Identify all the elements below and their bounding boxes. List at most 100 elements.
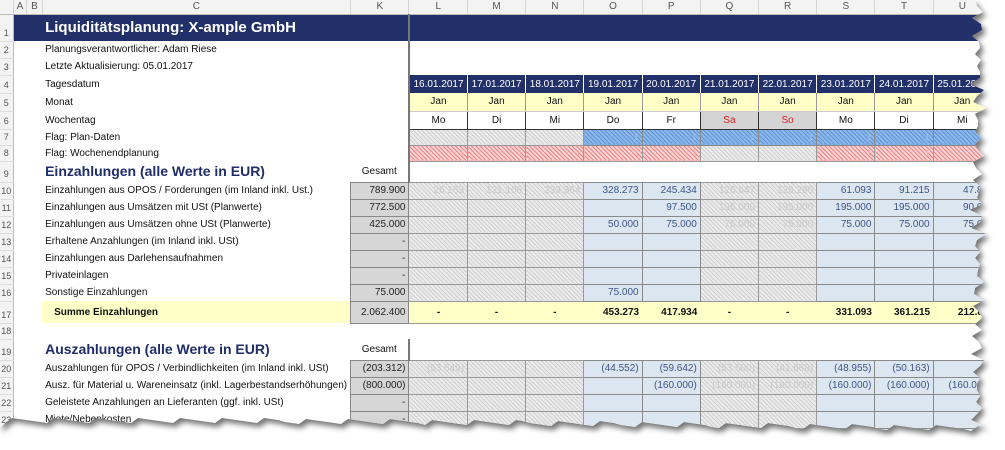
column-header-O[interactable]: O bbox=[583, 0, 643, 15]
auszahlungen-value-cell[interactable]: (53.600) bbox=[699, 359, 760, 378]
einzahlungen-value-cell[interactable] bbox=[699, 266, 760, 285]
cell[interactable] bbox=[13, 93, 42, 111]
auszahlungen-value-cell[interactable] bbox=[816, 393, 876, 412]
einzahlungen-value-cell[interactable] bbox=[408, 249, 468, 268]
auszahlungen-value-cell[interactable] bbox=[583, 427, 643, 431]
row-header[interactable]: 21 bbox=[0, 377, 14, 395]
date-cell[interactable]: 19.01.2017 bbox=[583, 75, 643, 93]
row-header[interactable]: 3 bbox=[0, 58, 14, 76]
date-cell[interactable]: 22.01.2017 bbox=[758, 75, 818, 93]
auszahlungen-value-cell[interactable] bbox=[932, 393, 986, 412]
month-cell[interactable]: Jan bbox=[467, 93, 527, 112]
column-header-P[interactable]: P bbox=[642, 0, 701, 15]
date-cell[interactable]: 20.01.2017 bbox=[642, 75, 701, 93]
einzahlungen-value-cell[interactable]: 75.000 bbox=[583, 283, 643, 302]
einzahlungen-value-cell[interactable]: 328.273 bbox=[583, 181, 643, 200]
cell[interactable] bbox=[13, 339, 42, 360]
einzahlungen-value-cell[interactable]: 195.000 bbox=[699, 198, 760, 217]
einzahlungen-value-cell[interactable] bbox=[525, 266, 585, 285]
einzahlungen-row-total[interactable]: 75.000 bbox=[350, 283, 410, 302]
cell[interactable] bbox=[13, 267, 42, 284]
month-cell[interactable]: Jan bbox=[642, 93, 701, 112]
einzahlungen-value-cell[interactable] bbox=[583, 249, 643, 268]
einzahlungen-value-cell[interactable] bbox=[699, 249, 760, 268]
einzahlungen-value-cell[interactable]: 26.163 bbox=[408, 181, 468, 200]
sum-value-cell[interactable]: - bbox=[700, 301, 759, 324]
einzahlungen-value-cell[interactable] bbox=[699, 283, 760, 302]
column-header-R[interactable]: R bbox=[758, 0, 818, 15]
auszahlungen-value-cell[interactable]: (160.000 bbox=[932, 376, 986, 395]
einzahlungen-value-cell[interactable] bbox=[466, 266, 527, 285]
auszahlungen-value-cell[interactable]: (59.642) bbox=[641, 359, 701, 378]
sum-value-cell[interactable]: - bbox=[758, 301, 817, 324]
einzahlungen-value-cell[interactable] bbox=[874, 283, 934, 302]
cell[interactable] bbox=[13, 428, 42, 431]
auszahlungen-value-cell[interactable]: (45.321) bbox=[525, 427, 585, 431]
month-cell[interactable]: Jan bbox=[758, 93, 818, 112]
flag-weekend-cell[interactable]: 1 bbox=[874, 144, 934, 162]
column-header-N[interactable]: N bbox=[525, 0, 585, 15]
einzahlungen-value-cell[interactable] bbox=[583, 266, 643, 285]
einzahlungen-value-cell[interactable]: 47.88 bbox=[932, 181, 986, 200]
auszahlungen-value-cell[interactable] bbox=[525, 359, 585, 378]
month-cell[interactable]: Jan bbox=[408, 93, 468, 112]
weekday-cell[interactable]: Di bbox=[467, 111, 527, 130]
einzahlungen-value-cell[interactable] bbox=[466, 232, 527, 251]
einzahlungen-value-cell[interactable] bbox=[408, 215, 468, 234]
auszahlungen-value-cell[interactable] bbox=[816, 427, 876, 431]
auszahlungen-value-cell[interactable]: (160.000) bbox=[641, 376, 701, 395]
auszahlungen-value-cell[interactable] bbox=[466, 427, 527, 431]
cell[interactable] bbox=[409, 339, 986, 360]
einzahlungen-value-cell[interactable] bbox=[932, 266, 986, 285]
cell[interactable] bbox=[13, 182, 42, 199]
flag-plan-cell[interactable] bbox=[932, 128, 986, 146]
einzahlungen-value-cell[interactable] bbox=[816, 266, 876, 285]
weekday-cell[interactable]: Mo bbox=[816, 111, 876, 130]
auszahlungen-value-cell[interactable] bbox=[466, 393, 527, 412]
auszahlungen-value-cell[interactable] bbox=[408, 410, 468, 429]
flag-weekend-cell[interactable]: 1 bbox=[816, 144, 876, 162]
row-header[interactable]: 6 bbox=[0, 111, 14, 130]
cell[interactable] bbox=[13, 75, 42, 93]
column-header-S[interactable]: S bbox=[816, 0, 876, 15]
auszahlungen-row-total[interactable]: (203.312) bbox=[350, 359, 410, 378]
cell[interactable] bbox=[13, 284, 42, 301]
cell[interactable] bbox=[13, 377, 42, 394]
auszahlungen-value-cell[interactable] bbox=[874, 393, 934, 412]
column-header-B[interactable]: B bbox=[26, 0, 43, 15]
row-header[interactable]: 19 bbox=[0, 339, 14, 361]
einzahlungen-row-total[interactable]: - bbox=[350, 249, 410, 268]
title-pad[interactable] bbox=[13, 14, 43, 41]
flag-weekend-cell[interactable]: 1 bbox=[466, 144, 527, 162]
cell[interactable] bbox=[13, 199, 42, 216]
einzahlungen-value-cell[interactable] bbox=[408, 232, 468, 251]
einzahlungen-value-cell[interactable]: 126.290 bbox=[758, 181, 818, 200]
row-header[interactable]: 18 bbox=[0, 323, 14, 340]
auszahlungen-row-total[interactable]: - bbox=[350, 410, 410, 429]
auszahlungen-value-cell[interactable] bbox=[525, 376, 585, 395]
auszahlungen-value-cell[interactable]: (48.955) bbox=[816, 359, 876, 378]
auszahlungen-row-total[interactable]: - bbox=[350, 427, 410, 431]
cell[interactable] bbox=[13, 58, 42, 75]
flag-weekend-cell[interactable] bbox=[699, 144, 760, 162]
row-header[interactable]: 23 bbox=[0, 411, 14, 429]
einzahlungen-value-cell[interactable] bbox=[641, 283, 701, 302]
cell[interactable] bbox=[13, 161, 42, 182]
column-header-M[interactable]: M bbox=[467, 0, 527, 15]
column-header-U[interactable]: U bbox=[933, 0, 986, 15]
auszahlungen-value-cell[interactable] bbox=[874, 410, 934, 429]
auszahlungen-value-cell[interactable] bbox=[758, 410, 818, 429]
einzahlungen-row-total[interactable]: - bbox=[350, 232, 410, 251]
einzahlungen-value-cell[interactable] bbox=[816, 283, 876, 302]
auszahlungen-value-cell[interactable] bbox=[466, 410, 527, 429]
row-header[interactable]: 8 bbox=[0, 145, 14, 162]
cell[interactable] bbox=[409, 58, 986, 75]
flag-weekend-cell[interactable] bbox=[758, 144, 818, 162]
row-header[interactable]: 20 bbox=[0, 360, 14, 378]
cell[interactable] bbox=[13, 394, 42, 411]
weekday-cell[interactable]: Mi bbox=[525, 111, 585, 130]
auszahlungen-value-cell[interactable] bbox=[641, 410, 701, 429]
einzahlungen-value-cell[interactable] bbox=[525, 215, 585, 234]
flag-plan-cell[interactable] bbox=[525, 128, 585, 146]
auszahlungen-value-cell[interactable] bbox=[641, 393, 701, 412]
